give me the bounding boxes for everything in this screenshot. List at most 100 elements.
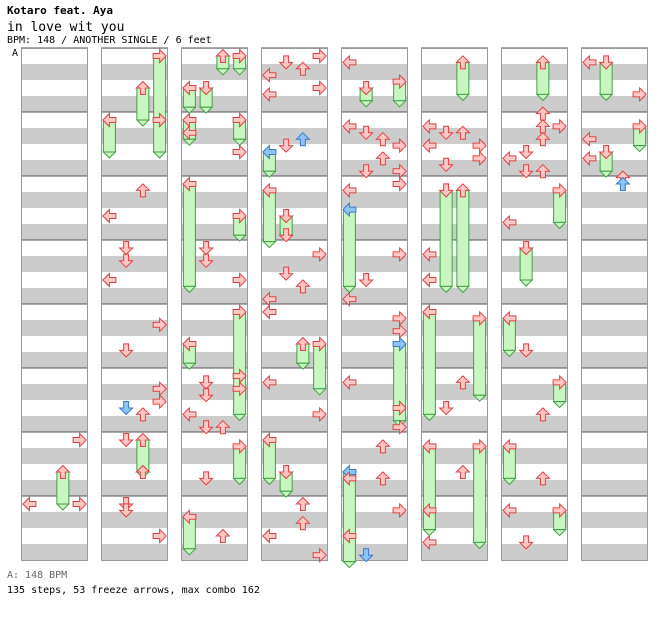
step-arrow-right: [72, 432, 87, 448]
beat-stripe: [581, 544, 648, 560]
freeze-bar: [422, 311, 436, 415]
step-arrow-down: [118, 241, 134, 256]
beat-stripe: [181, 192, 248, 208]
step-arrow-up: [535, 55, 551, 70]
step-arrow-up: [135, 432, 151, 447]
beat-stripe: [181, 448, 248, 464]
beat-stripe: [21, 192, 88, 208]
chart-column-border: [581, 48, 648, 561]
freeze-tail: [312, 388, 327, 396]
step-arrow-left: [22, 496, 37, 512]
beat-stripe: [261, 544, 328, 560]
step-arrow-up: [295, 515, 311, 531]
step-arrow-down: [358, 81, 374, 96]
freeze-tail: [422, 529, 437, 537]
beat-stripe: [341, 256, 408, 272]
step-arrow-up: [375, 151, 391, 166]
step-arrow-up: [55, 464, 71, 479]
beat-stripe: [101, 256, 168, 272]
step-arrow-left: [422, 534, 437, 551]
beat-stripe: [421, 192, 488, 208]
bpm-legend: A: 148 BPM: [7, 570, 68, 581]
beat-stripe: [101, 288, 168, 304]
freeze-bar: [456, 189, 470, 287]
step-arrow-down: [278, 55, 294, 70]
beat-stripe: [581, 384, 648, 400]
chart-column-border: [421, 48, 488, 561]
freeze-tail: [295, 362, 311, 370]
step-arrow-right: [152, 48, 167, 64]
beat-stripe: [21, 96, 88, 112]
step-arrow-up: [135, 464, 151, 479]
beat-stripe: [21, 352, 88, 368]
beat-stripe: [261, 416, 328, 432]
beat-stripe: [181, 544, 248, 560]
step-arrow-up: [375, 439, 391, 454]
freeze-tail: [392, 100, 407, 108]
step-arrow-down: [198, 420, 214, 435]
step-arrow-left: [422, 118, 437, 135]
step-arrow-left: [182, 125, 197, 141]
beat-stripe: [581, 64, 648, 80]
beat-stripe: [261, 224, 328, 240]
beat-stripe: [181, 512, 248, 528]
beat-stripe: [581, 160, 648, 176]
step-arrow-right: [152, 528, 167, 544]
step-arrow-right: [552, 502, 567, 519]
beat-stripe: [101, 480, 168, 496]
step-arrow-right: [392, 176, 407, 192]
step-arrow-left: [342, 54, 357, 71]
beat-stripe: [21, 512, 88, 528]
step-arrow-right: [392, 73, 407, 90]
step-arrow-right: [632, 118, 647, 135]
step-arrow-up: [295, 336, 311, 351]
beat-stripe: [421, 480, 488, 496]
step-arrow-left: [182, 406, 197, 423]
step-arrow-right: [152, 317, 167, 333]
freeze-tail: [152, 151, 167, 159]
step-arrow-left: [502, 502, 517, 519]
step-arrow-right: [472, 310, 487, 327]
step-arrow-left: [582, 54, 597, 71]
beat-stripe: [501, 128, 568, 144]
song-artist: Kotaro feat. Aya: [7, 4, 113, 17]
beat-stripe: [581, 128, 648, 144]
step-arrow-up: [215, 419, 231, 435]
freeze-tail: [102, 151, 117, 159]
beat-stripe: [101, 384, 168, 400]
step-arrow-right: [232, 208, 247, 224]
freeze-tail: [472, 541, 487, 550]
step-arrow-right: [392, 336, 407, 352]
step-arrow-left: [342, 470, 357, 487]
freeze-tail: [232, 477, 247, 486]
freeze-tail: [502, 477, 517, 486]
freeze-tail: [472, 394, 487, 402]
beat-stripe: [341, 512, 408, 528]
step-arrow-down: [278, 266, 294, 281]
step-arrow-down: [198, 388, 214, 403]
step-arrow-up: [295, 61, 311, 76]
chart-column-border: [501, 48, 568, 561]
step-arrow-left: [422, 246, 437, 263]
beat-stripe: [261, 320, 328, 336]
freeze-tail: [535, 93, 551, 102]
step-arrow-up: [215, 48, 231, 63]
beat-stripe: [101, 64, 168, 80]
step-arrow-left: [262, 374, 277, 391]
step-arrow-right: [392, 246, 407, 263]
freeze-tail: [262, 241, 277, 249]
beat-stripe: [21, 448, 88, 464]
step-arrow-right: [312, 406, 327, 423]
beat-stripe: [341, 288, 408, 304]
freeze-tail: [632, 145, 647, 153]
chart-column-border: [261, 48, 328, 561]
step-arrow-right: [472, 438, 487, 455]
freeze-tail: [422, 413, 437, 422]
step-arrow-down: [198, 471, 214, 486]
step-arrow-left: [422, 304, 437, 320]
freeze-tail: [278, 490, 294, 498]
beat-stripe: [341, 384, 408, 400]
step-arrow-down: [518, 343, 534, 358]
freeze-tail: [215, 68, 231, 76]
step-arrow-down: [438, 157, 454, 173]
